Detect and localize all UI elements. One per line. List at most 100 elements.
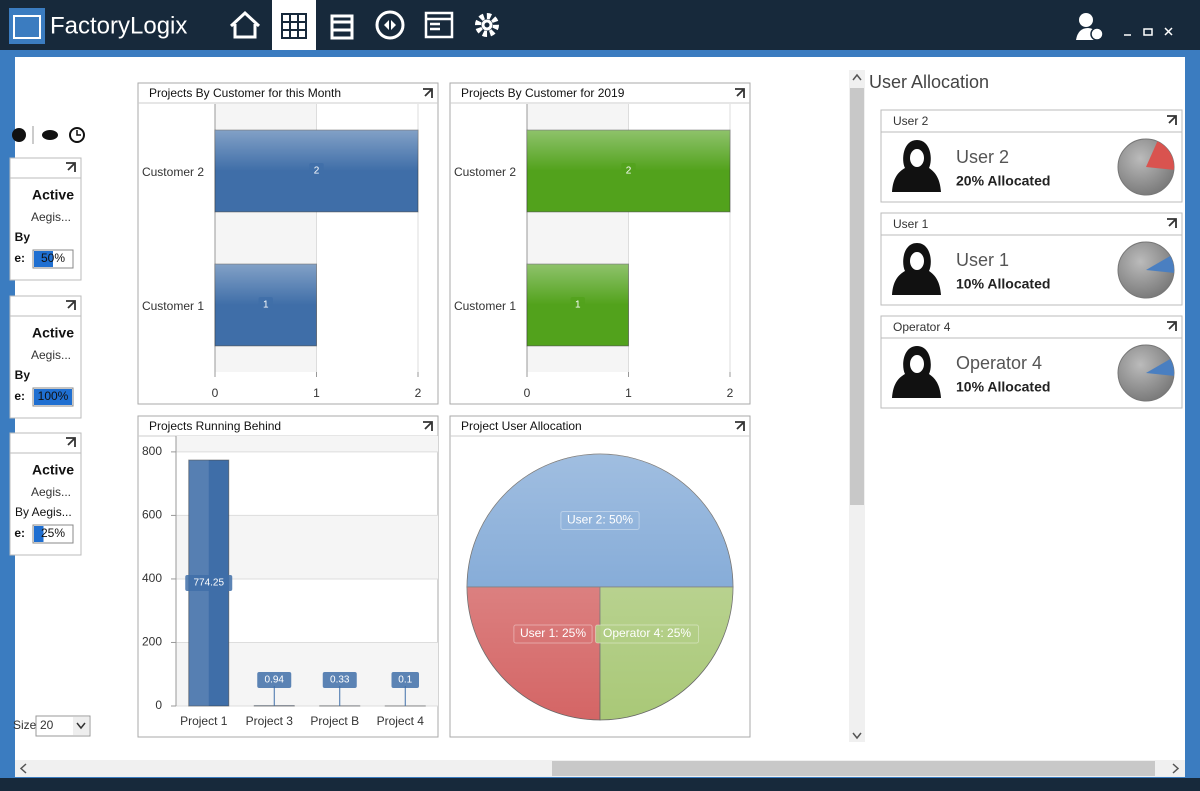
expand-icon[interactable] <box>66 437 76 447</box>
toolbar-icon[interactable] <box>69 127 85 143</box>
card-field: e: <box>14 526 25 540</box>
pie-sheen <box>467 454 733 720</box>
chart-title: Project User Allocation <box>461 419 582 433</box>
progress-fill <box>34 526 44 542</box>
h-scroll-thumb[interactable] <box>552 761 1155 776</box>
card-by: By <box>15 230 31 244</box>
window-icon[interactable] <box>424 11 454 39</box>
chart-title: Projects By Customer for this Month <box>149 86 341 100</box>
x-tick-label: 0 <box>212 386 219 400</box>
data-label: 1 <box>263 300 269 311</box>
user-card-title: User 1 <box>893 217 929 231</box>
select-arrow <box>76 722 86 730</box>
grid-band <box>176 436 438 452</box>
active-tab[interactable] <box>272 0 316 50</box>
expand-icon[interactable] <box>1167 115 1177 125</box>
logout-badge[interactable] <box>1090 27 1104 41</box>
progress-fill <box>34 251 53 267</box>
category-label: Customer 2 <box>454 165 516 179</box>
card-by: By Aegis... <box>15 505 72 519</box>
user-allocation: 10% Allocated <box>956 276 1050 292</box>
toolbar-icon[interactable] <box>12 128 26 142</box>
user-card-title: User 2 <box>893 114 929 128</box>
y-tick-label: 0 <box>155 698 162 712</box>
settings-icon[interactable] <box>475 13 499 37</box>
x-tick-label: 2 <box>415 386 422 400</box>
x-tick-label: Project 1 <box>180 714 228 728</box>
expand-icon[interactable] <box>735 421 745 431</box>
card-field: e: <box>14 251 25 265</box>
toolbar-icon[interactable] <box>42 130 58 140</box>
h-scroll-arrows[interactable] <box>19 763 1180 774</box>
stack-icon[interactable] <box>330 14 354 40</box>
data-label: 2 <box>314 166 320 177</box>
mini-pie-slice <box>1146 256 1174 273</box>
card-status: Active <box>32 325 74 341</box>
expand-icon[interactable] <box>1167 321 1177 331</box>
avatar-face <box>910 149 924 167</box>
card-name: Aegis... <box>31 348 71 362</box>
data-label-box <box>309 163 324 179</box>
clock-hands <box>76 130 81 136</box>
page-size-label: Size <box>13 718 37 732</box>
window-controls[interactable] <box>1124 27 1173 36</box>
x-tick-label: 1 <box>313 386 320 400</box>
x-tick-label: Project B <box>310 714 359 728</box>
data-label: 1 <box>575 300 581 311</box>
user-name: Operator 4 <box>956 353 1042 373</box>
data-label-box <box>621 163 636 179</box>
expand-icon[interactable] <box>66 300 76 310</box>
home-icon[interactable] <box>229 10 261 39</box>
progress-label: 50% <box>41 251 65 265</box>
chart-title: Projects Running Behind <box>149 419 281 433</box>
category-label: Customer 1 <box>142 299 204 313</box>
expand-icon[interactable] <box>735 88 745 98</box>
data-label: 0.94 <box>265 675 285 686</box>
user-allocation: 20% Allocated <box>956 173 1050 189</box>
v-scroll-thumb[interactable] <box>850 88 864 505</box>
user-icon[interactable] <box>1079 13 1093 27</box>
select-button[interactable] <box>73 717 89 735</box>
expand-icon[interactable] <box>423 88 433 98</box>
chart-title: Projects By Customer for 2019 <box>461 86 625 100</box>
page-size-value: 20 <box>40 718 54 732</box>
progress-label: 25% <box>41 526 65 540</box>
card-field: e: <box>14 389 25 403</box>
panel-title: User Allocation <box>869 72 989 92</box>
data-label-box <box>185 575 233 592</box>
user-allocation: 10% Allocated <box>956 379 1050 395</box>
y-tick-label: 800 <box>142 444 162 458</box>
data-label: 0.1 <box>398 675 412 686</box>
avatar-face <box>910 355 924 373</box>
category-label: Customer 1 <box>454 299 516 313</box>
data-label: 2 <box>626 166 632 177</box>
y-tick-label: 400 <box>142 571 162 585</box>
expand-icon[interactable] <box>66 162 76 172</box>
card-name: Aegis... <box>31 210 71 224</box>
data-label: 774.25 <box>193 578 224 589</box>
data-label-box <box>322 672 357 688</box>
progress-label: 100% <box>38 389 69 403</box>
mini-pie-slice <box>1146 359 1174 376</box>
grid-icon[interactable] <box>281 13 307 39</box>
data-label-box <box>258 297 273 313</box>
data-label: 0.33 <box>330 675 350 686</box>
nav-icon[interactable] <box>375 10 405 40</box>
expand-icon[interactable] <box>423 421 433 431</box>
v-scroll-arrows[interactable] <box>852 73 862 740</box>
user-name: User 1 <box>956 250 1009 270</box>
y-tick-label: 200 <box>142 635 162 649</box>
data-label-box <box>391 672 419 688</box>
settings-hub <box>481 19 493 31</box>
card-status: Active <box>32 462 74 478</box>
x-tick-label: Project 3 <box>246 714 294 728</box>
logo-icon-shape <box>13 15 41 39</box>
x-tick-label: 2 <box>727 386 734 400</box>
x-tick-label: 1 <box>625 386 632 400</box>
card-name: Aegis... <box>31 485 71 499</box>
user-card-title: Operator 4 <box>893 320 951 334</box>
progress-fill <box>34 389 72 405</box>
expand-icon[interactable] <box>1167 218 1177 228</box>
card-status: Active <box>32 187 74 203</box>
